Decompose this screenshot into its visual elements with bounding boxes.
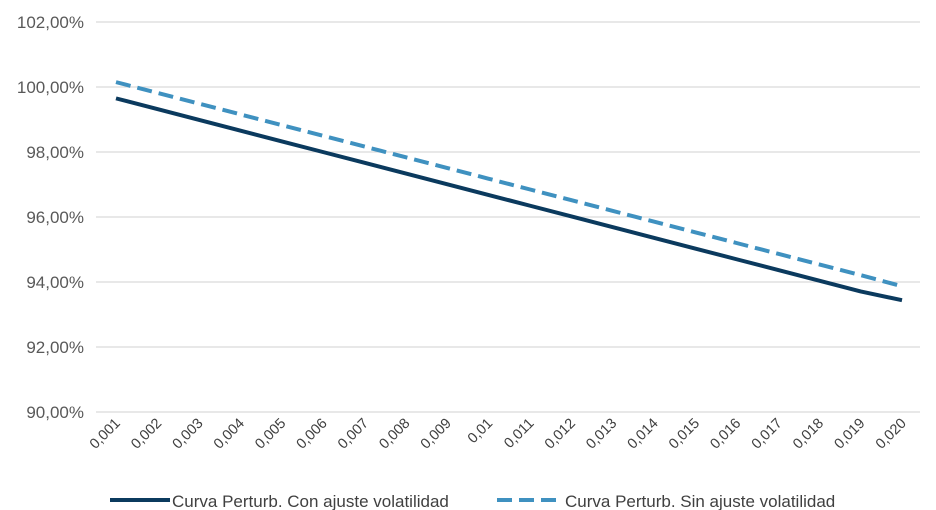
x-tick-label: 0,004	[211, 416, 248, 453]
x-tick-label: 0,001	[87, 416, 124, 453]
x-tick-label: 0,007	[335, 416, 372, 453]
y-tick-label: 92,00%	[26, 338, 84, 357]
x-tick-label: 0,020	[873, 416, 910, 453]
x-tick-label: 0,017	[749, 416, 786, 453]
x-tick-label: 0,01	[465, 416, 496, 447]
x-tick-label: 0,018	[790, 416, 827, 453]
y-tick-label: 94,00%	[26, 273, 84, 292]
series-lines	[115, 80, 903, 303]
legend: Curva Perturb. Con ajuste volatilidad Cur…	[110, 492, 835, 510]
x-tick-label: 0,016	[707, 416, 744, 453]
x-tick-label: 0,019	[831, 416, 868, 453]
x-tick-label: 0,002	[128, 416, 165, 453]
y-tick-label: 96,00%	[26, 208, 84, 227]
x-tick-label: 0,015	[666, 416, 703, 453]
x-tick-label: 0,012	[542, 416, 579, 453]
y-tick-label: 100,00%	[17, 78, 84, 97]
legend-label-2: Curva Perturb. Sin ajuste volatilidad	[565, 492, 835, 510]
legend-label-1: Curva Perturb. Con ajuste volatilidad	[172, 492, 449, 510]
x-tick-label: 0,013	[583, 416, 620, 453]
x-tick-label: 0,006	[294, 416, 331, 453]
x-tick-label: 0,009	[418, 416, 455, 453]
x-tick-label: 0,014	[625, 416, 662, 453]
y-tick-label: 90,00%	[26, 403, 84, 422]
series-line-1	[115, 96, 903, 303]
x-tick-label: 0,008	[376, 416, 413, 453]
y-tick-label: 102,00%	[17, 13, 84, 32]
x-tick-label: 0,011	[501, 416, 537, 452]
y-axis-ticks: 90,00% 92,00% 94,00% 96,00% 98,00% 100,00% 102…	[17, 13, 84, 422]
y-tick-label: 98,00%	[26, 143, 84, 162]
series-line-2	[115, 80, 903, 289]
x-tick-label: 0,005	[252, 416, 289, 453]
gridlines	[96, 21, 920, 413]
x-tick-label: 0,003	[170, 416, 207, 453]
x-axis-ticks: 0,001 0,002 0,003 0,004 0,005 0,006 0,007 0,008…	[87, 416, 910, 453]
